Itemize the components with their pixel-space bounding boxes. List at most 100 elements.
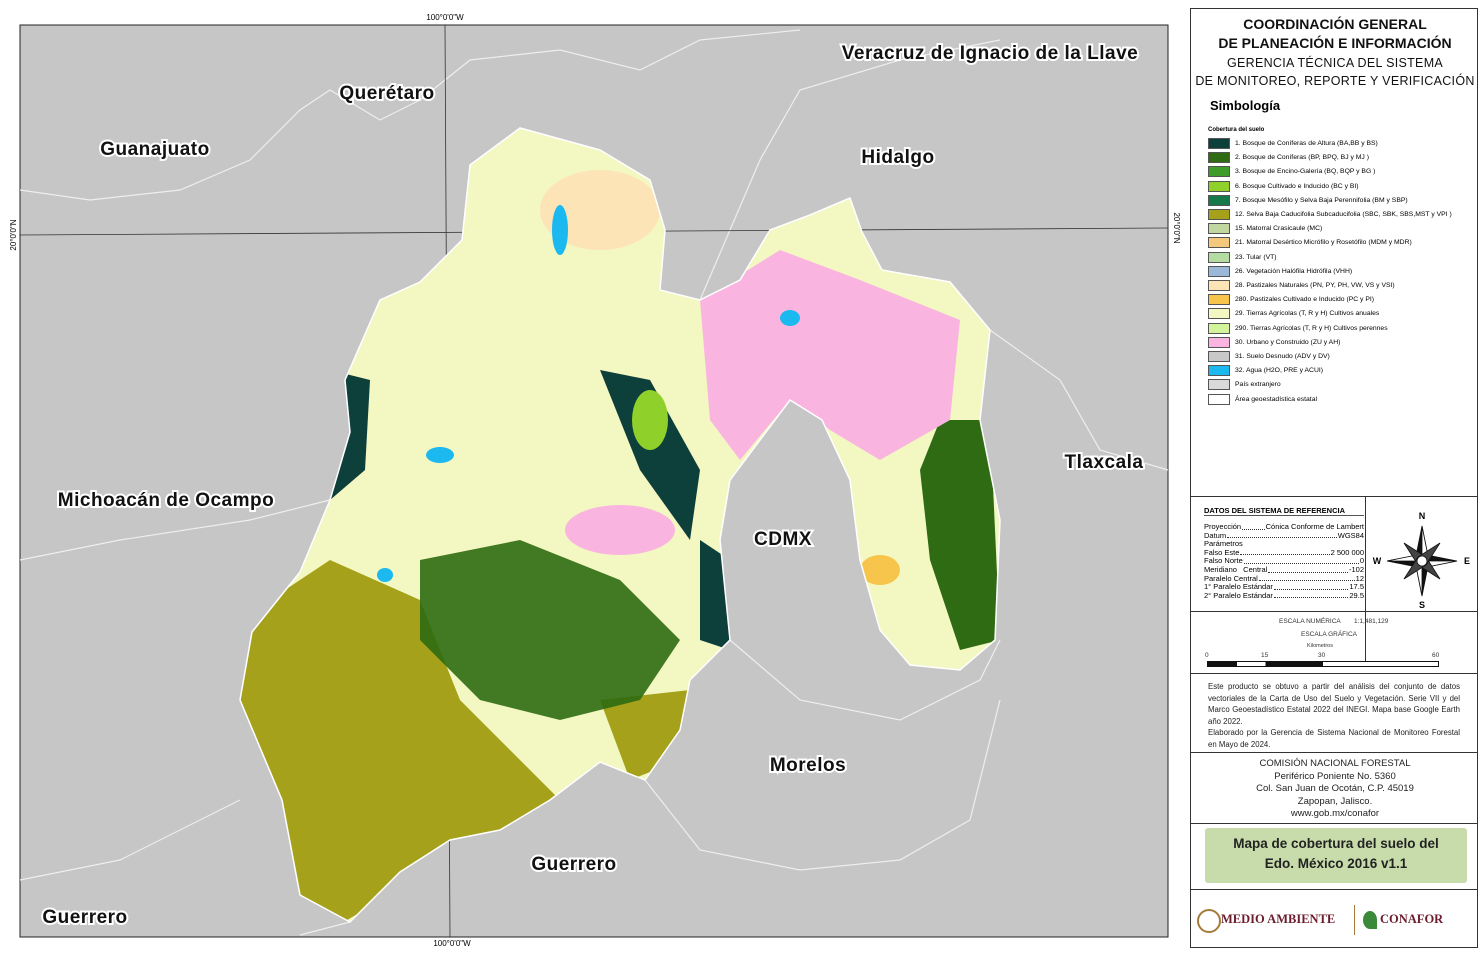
legend-swatch xyxy=(1208,322,1230,334)
legend-label: 1. Bosque de Coníferas de Altura (BA,BB … xyxy=(1235,140,1378,147)
divider xyxy=(1204,515,1364,516)
scale-bar xyxy=(1207,661,1439,667)
ref-key: Proyección xyxy=(1204,522,1242,531)
map-labels: Veracruz de Ignacio de la Llave Querétaro… xyxy=(40,41,1145,930)
ref-row: Falso Norte 0 xyxy=(1204,557,1364,566)
side-panel: COORDINACIÓN GENERAL DE PLANEACIÓN E INFO… xyxy=(1190,8,1478,948)
ref-dots xyxy=(1268,566,1348,573)
legend-label: 6. Bosque Cultivado e Inducido (BC y BI) xyxy=(1235,182,1359,190)
region-label: Guerrero xyxy=(42,907,127,928)
region-label: Guerrero xyxy=(531,854,616,875)
region-label: Morelos xyxy=(770,755,846,776)
scale-numeric-label: ESCALA NUMÉRICA xyxy=(1279,618,1341,625)
ref-dots xyxy=(1273,592,1349,599)
divider xyxy=(1191,673,1477,674)
legend-label: 290. Tierras Agrícolas (T, R y H) Cultiv… xyxy=(1235,324,1388,332)
ref-dots xyxy=(1242,523,1265,530)
compass-s: S xyxy=(1419,600,1425,609)
legend-swatch xyxy=(1208,223,1230,235)
logo-medio-ambiente: MEDIO AMBIENTE xyxy=(1221,912,1336,926)
ref-dots xyxy=(1258,575,1355,582)
legend-swatch xyxy=(1208,379,1230,391)
sub-line: GERENCIA TÉCNICA DEL SISTEMA xyxy=(1226,56,1444,70)
compass-w: W xyxy=(1373,556,1382,566)
legend-swatch xyxy=(1208,166,1230,178)
region-label: Guanajuato xyxy=(100,139,210,160)
legend-label: 3. Bosque de Encino-Galería (BQ, BQP y B… xyxy=(1235,168,1376,176)
cover-cultivated-forest xyxy=(632,390,668,450)
map: 100°0'0"W 100°0'0"W 20°0'0"N 20°0'0"N Ve… xyxy=(9,13,1181,948)
legend-swatch xyxy=(1208,251,1230,263)
logo-conafor: CONAFOR xyxy=(1380,912,1444,926)
scale-graphic-label: ESCALA GRÁFICA xyxy=(1301,631,1357,638)
ref-row: 1° Paralelo Estándar 17.5 xyxy=(1204,583,1364,592)
graticule-label: 20°0'0"N xyxy=(1172,212,1181,243)
compass-n: N xyxy=(1419,511,1426,521)
ref-key: Paralelo Central xyxy=(1204,573,1258,583)
org-line: DE PLANEACIÓN E INFORMACIÓN xyxy=(1218,35,1452,51)
ref-key: 2° Paralelo Estándar xyxy=(1204,590,1273,600)
divider xyxy=(1191,823,1477,824)
graticule-label: 100°0'0"W xyxy=(433,939,471,948)
state-outline xyxy=(239,127,1001,923)
title-line: Mapa de cobertura del suelo del xyxy=(1233,836,1439,851)
ref-row: 2° Paralelo Estándar 29.5 xyxy=(1204,590,1364,601)
legend-title: Simbología xyxy=(1210,98,1281,113)
divider xyxy=(1354,905,1355,935)
region-label: Veracruz de Ignacio de la Llave xyxy=(842,43,1138,64)
region-label: Tlaxcala xyxy=(1065,452,1144,473)
ref-row: Proyección Cónica Conforme de Lambert xyxy=(1204,522,1364,532)
ref-value: -102 xyxy=(1348,565,1364,574)
legend-label: 31. Suelo Desnudo (ADV y DV) xyxy=(1235,353,1330,360)
address-line: Zapopan, Jalisco. xyxy=(1297,795,1373,807)
legend-label: 32. Agua (H2O, PRE y ACUI) xyxy=(1235,367,1324,375)
ref-value: Cónica Conforme de Lambert xyxy=(1265,522,1364,531)
ref-value: 0 xyxy=(1359,556,1364,566)
legend-label: 7. Bosque Mesófilo y Selva Baja Perennif… xyxy=(1235,196,1408,204)
legend-swatch xyxy=(1208,308,1230,320)
scale-tick: 30 xyxy=(1318,652,1326,659)
legend-swatch xyxy=(1208,280,1230,291)
region-label: Hidalgo xyxy=(861,147,934,168)
legend-swatch xyxy=(1208,138,1230,149)
scale-tick: 0 xyxy=(1205,652,1209,659)
cover-water xyxy=(780,310,800,326)
ref-dots xyxy=(1227,532,1337,539)
legend-swatch xyxy=(1208,180,1230,192)
address-line: Periférico Poniente No. 5360 xyxy=(1274,770,1396,782)
ref-row: Meridiano Central -102 xyxy=(1204,565,1364,575)
ref-key: Datum xyxy=(1204,530,1227,540)
region-label: Michoacán de Ocampo xyxy=(58,490,274,511)
legend-swatch xyxy=(1208,294,1230,306)
cover-water xyxy=(426,447,454,463)
region-label: CDMX xyxy=(754,529,812,550)
legend-swatch xyxy=(1208,336,1230,348)
legend-label: 28. Pastizales Naturales (PN, PY, PH, VW… xyxy=(1235,282,1395,289)
ref-value: 17.5 xyxy=(1349,582,1364,592)
state-borders xyxy=(19,29,1169,936)
divider xyxy=(1191,889,1477,890)
ref-value: 2 500 000 xyxy=(1330,547,1364,557)
cover-water xyxy=(552,205,568,255)
sub-line: DE MONITOREO, REPORTE Y VERIFICACIÓN xyxy=(1195,74,1475,88)
org-name: COORDINACIÓN GENERAL DE PLANEACIÓN E INFO… xyxy=(1191,15,1479,53)
cover-conifers xyxy=(920,420,1000,650)
legend-swatch xyxy=(1208,365,1230,377)
legend-swatch xyxy=(1208,209,1230,220)
ref-row: Falso Este 2 500 000 xyxy=(1204,547,1364,558)
ref-row: Parámetros xyxy=(1204,540,1364,549)
address-line: Col. San Juan de Ocotán, C.P. 45019 xyxy=(1256,783,1414,795)
ref-value: 29.5 xyxy=(1349,590,1364,600)
note: Elaborado por la Gerencia de Sistema Nac… xyxy=(1208,728,1460,749)
legend-label: 21. Matorral Desértico Micrófilo y Roset… xyxy=(1235,239,1412,247)
divider xyxy=(1191,611,1477,612)
cover-water xyxy=(377,568,393,582)
ref-value: WGS84 xyxy=(1337,530,1364,540)
divider xyxy=(1191,496,1477,497)
ref-key: Falso Norte xyxy=(1204,556,1243,566)
scale-tick: 60 xyxy=(1432,652,1440,659)
scale-tick: 15 xyxy=(1261,652,1269,659)
legend-subtitle: Cobertura del suelo xyxy=(1208,127,1265,133)
legend-label: 2. Bosque de Coníferas (BP, BPQ, BJ y MJ… xyxy=(1235,154,1369,162)
